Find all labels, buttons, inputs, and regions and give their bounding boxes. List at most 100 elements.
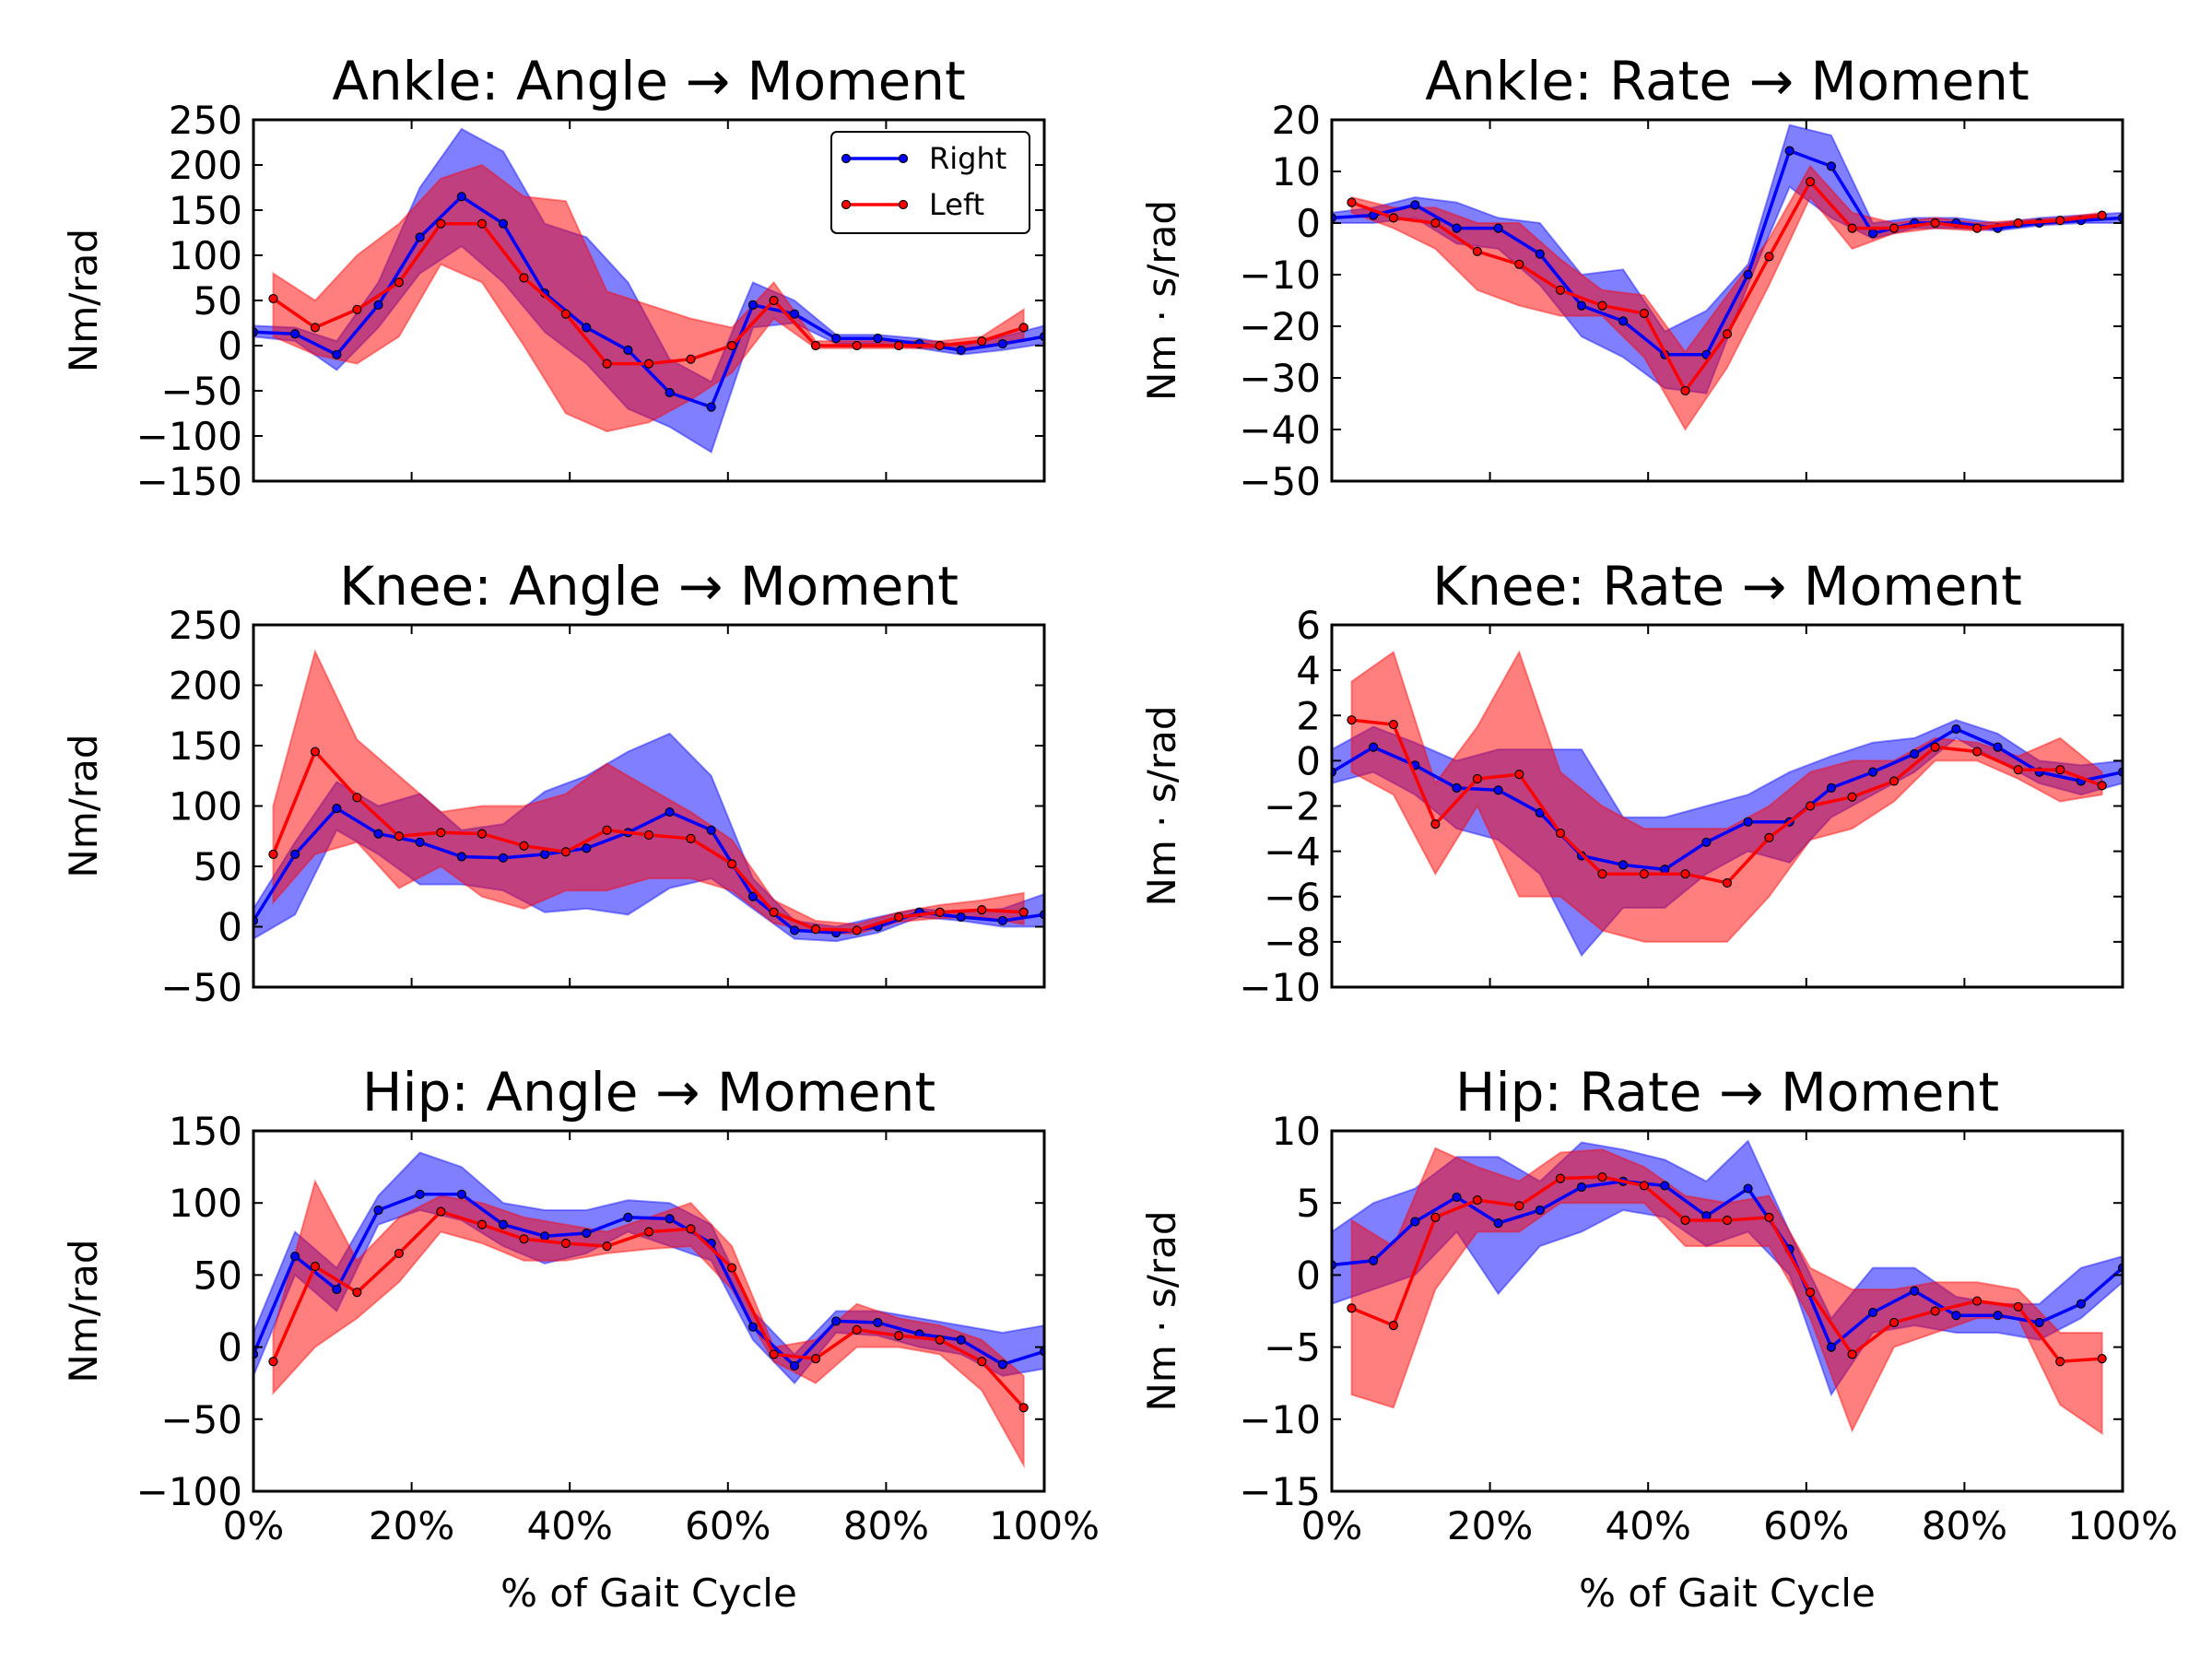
point-left <box>935 340 945 351</box>
y-tick-label: −50 <box>1239 459 1321 504</box>
point-left <box>519 1234 529 1244</box>
point-right <box>1743 1183 1753 1194</box>
point-left <box>810 924 821 935</box>
y-tick-label: −150 <box>136 459 242 504</box>
point-left <box>1764 252 1774 262</box>
point-left <box>394 277 404 288</box>
panel-title: Ankle: Angle → Moment <box>332 50 966 112</box>
x-tick-label: 0% <box>1301 1503 1363 1548</box>
point-right <box>1410 200 1420 210</box>
point-left <box>1888 223 1900 233</box>
point-left <box>935 1335 945 1345</box>
point-left <box>1388 1321 1399 1331</box>
point-left <box>1597 1171 1607 1182</box>
panel-hip-angle: −100 −50 0 50 100 150 0% 20% 40% 60% 80% 100% Hip: A… <box>61 1061 1100 1616</box>
point-left <box>1347 1303 1357 1313</box>
point-left <box>643 1227 654 1237</box>
line-right <box>253 194 1044 409</box>
point-left <box>1514 1201 1524 1211</box>
panel-title: Knee: Angle → Moment <box>339 555 959 618</box>
point-right <box>539 849 550 860</box>
point-right <box>789 925 800 935</box>
point-left <box>477 218 488 229</box>
point-right <box>582 843 592 853</box>
point-left <box>268 849 278 860</box>
point-right <box>1867 229 1878 239</box>
point-right <box>747 1322 759 1332</box>
band-left <box>1350 650 2103 943</box>
point-left <box>602 825 612 835</box>
point-right <box>456 852 466 862</box>
y-tick-label: −20 <box>1239 304 1321 349</box>
point-left <box>810 340 821 351</box>
y-axis-label: Nm/rad <box>61 734 106 877</box>
point-right <box>1743 817 1753 827</box>
point-left <box>268 293 278 304</box>
point-right <box>1576 1182 1587 1193</box>
point-right <box>373 300 383 310</box>
point-left <box>477 1219 488 1230</box>
y-tick-label: 150 <box>169 188 242 233</box>
point-right <box>997 1359 1007 1370</box>
axes-frame <box>1330 1129 2124 1493</box>
legend-label-left: Left <box>929 187 984 222</box>
y-tick-label: 250 <box>169 98 242 143</box>
point-left <box>2097 1354 2107 1364</box>
point-left <box>726 1263 737 1273</box>
point-left <box>560 1238 571 1249</box>
point-left <box>726 859 737 869</box>
point-right <box>582 1228 592 1239</box>
point-left <box>726 340 737 351</box>
point-left <box>2055 765 2065 775</box>
point-left <box>1930 218 1940 229</box>
point-right <box>1910 1286 1920 1296</box>
y-tick-label: 0 <box>218 905 242 950</box>
point-right <box>789 1360 800 1371</box>
point-left <box>1805 177 1816 187</box>
point-right <box>2076 1299 2086 1309</box>
point-right <box>1951 724 1961 735</box>
point-left <box>1680 385 1690 396</box>
point-left <box>560 847 571 857</box>
point-right <box>1660 865 1670 875</box>
point-left <box>268 1357 278 1367</box>
point-right <box>1701 837 1712 847</box>
x-tick-label: 100% <box>2067 1503 2178 1548</box>
y-tick-label: −2 <box>1264 784 1321 830</box>
point-left <box>2013 765 2023 775</box>
y-tick-label: −5 <box>1264 1325 1321 1371</box>
x-tick-label: 60% <box>685 1503 771 1548</box>
point-right <box>1452 223 1462 233</box>
point-left <box>1930 742 1940 752</box>
point-left <box>1018 907 1029 917</box>
x-tick-label: 40% <box>1606 1503 1691 1548</box>
point-left <box>602 359 612 369</box>
point-right <box>623 1212 633 1222</box>
point-left <box>643 830 654 841</box>
point-right <box>873 1317 883 1328</box>
point-left <box>1597 300 1607 311</box>
point-left <box>1555 285 1566 295</box>
point-left <box>1972 1296 1983 1306</box>
point-right <box>415 1189 425 1199</box>
point-left <box>1347 715 1357 725</box>
point-right <box>706 825 716 835</box>
legend-marker <box>841 199 852 210</box>
y-tick-label: −30 <box>1239 356 1321 401</box>
y-tick-label: 4 <box>1296 648 1321 693</box>
point-left <box>1472 1194 1482 1206</box>
point-left <box>686 1224 696 1234</box>
legend-marker <box>898 153 909 164</box>
y-tick-label: 50 <box>194 1253 242 1298</box>
plot-area <box>253 1151 1044 1469</box>
panel-title: Knee: Rate → Moment <box>1432 555 2022 618</box>
point-left <box>769 907 779 917</box>
plot-area <box>1332 124 2123 431</box>
legend-label-right: Right <box>929 141 1006 176</box>
y-tick-label: 10 <box>1272 1109 1321 1154</box>
point-right <box>456 1189 466 1199</box>
point-left <box>852 340 862 351</box>
point-left <box>1430 819 1441 830</box>
